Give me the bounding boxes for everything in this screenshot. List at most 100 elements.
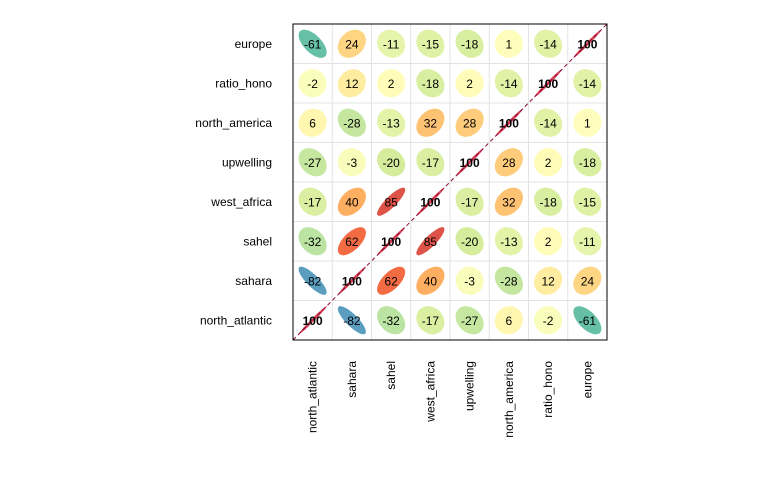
correlation-ellipse-upwelling-sahel (377, 148, 406, 177)
cell-value-sahel-sahara: 62 (345, 235, 359, 249)
correlation-ellipse-north_america-sahara (337, 108, 366, 137)
correlation-ellipse-west_africa-north_atlantic (298, 187, 327, 216)
cell-value-north_atlantic-sahel: -32 (382, 314, 400, 328)
col-label-north_atlantic: north_atlantic (306, 361, 320, 433)
col-label-north_america: north_america (502, 361, 516, 438)
correlation-ellipse-upwelling-north_america (494, 148, 523, 177)
correlation-ellipse-upwelling-sahara (337, 148, 366, 177)
col-label-europe: europe (580, 361, 594, 399)
correlation-ellipse-north_america-sahel (377, 108, 406, 137)
col-label-sahara: sahara (345, 361, 359, 398)
col-label-ratio_hono: ratio_hono (541, 361, 555, 418)
cell-value-sahel-europe: -11 (579, 235, 596, 249)
ellipse-layer (298, 29, 602, 335)
correlation-ellipse-west_africa-europe (573, 187, 602, 216)
correlation-ellipse-europe-ratio_hono (534, 29, 563, 58)
cell-value-europe-sahel: -11 (383, 37, 400, 51)
cell-value-north_america-ratio_hono: -14 (539, 116, 557, 130)
correlation-ellipse-north_atlantic-sahel (377, 306, 406, 335)
correlation-ellipse-sahara-ratio_hono (534, 266, 563, 295)
cell-value-sahel-west_africa: 85 (424, 235, 438, 249)
cell-value-west_africa-upwelling: -17 (461, 195, 479, 209)
correlation-ellipse-ratio_hono-upwelling (455, 69, 484, 98)
correlation-ellipse-sahara-north_atlantic (298, 266, 327, 295)
correlation-ellipse-sahel-west_africa (416, 227, 445, 256)
cell-value-upwelling-sahara: -3 (347, 156, 358, 170)
correlation-ellipse-ratio_hono-west_africa (416, 69, 445, 98)
correlation-ellipse-west_africa-upwelling (455, 187, 484, 216)
correlation-ellipse-europe-upwelling (455, 29, 484, 58)
correlation-ellipse-north_atlantic-upwelling (455, 306, 484, 335)
cell-value-europe-north_atlantic: -61 (304, 37, 322, 51)
cell-value-north_america-europe: 1 (584, 116, 591, 130)
cell-value-europe-europe: 100 (577, 37, 597, 51)
cell-value-sahel-north_atlantic: -32 (304, 235, 322, 249)
row-label-north_atlantic: north_atlantic (200, 313, 272, 327)
correlation-ellipse-north_atlantic-north_america (494, 306, 523, 335)
cell-value-ratio_hono-europe: -14 (579, 77, 597, 91)
row-label-europe: europe (235, 37, 273, 51)
cell-value-sahara-europe: 24 (581, 274, 595, 288)
row-label-ratio_hono: ratio_hono (215, 76, 272, 90)
cell-value-upwelling-west_africa: -17 (422, 156, 440, 170)
cell-value-north_atlantic-west_africa: -17 (422, 314, 440, 328)
correlation-ellipse-upwelling-north_atlantic (298, 148, 327, 177)
correlation-ellipse-europe-west_africa (416, 29, 445, 58)
cell-value-north_atlantic-ratio_hono: -2 (543, 314, 554, 328)
plot-border (292, 23, 608, 341)
correlation-ellipse-sahara-europe (573, 266, 602, 295)
correlation-ellipse-upwelling-ratio_hono (534, 148, 563, 177)
row-label-sahel: sahel (243, 234, 272, 248)
cell-value-ratio_hono-sahara: 12 (345, 77, 359, 91)
correlation-ellipse-sahel-ratio_hono (534, 227, 563, 256)
correlation-ellipse-europe-north_america (494, 29, 523, 58)
correlation-ellipse-upwelling-europe (573, 148, 602, 177)
col-label-upwelling: upwelling (463, 361, 477, 411)
cell-value-sahara-ratio_hono: 12 (541, 274, 555, 288)
row-label-west_africa: west_africa (210, 195, 272, 209)
cell-value-ratio_hono-north_america: -14 (500, 77, 518, 91)
row-label-north_america: north_america (195, 116, 272, 130)
cell-value-west_africa-sahara: 40 (345, 195, 359, 209)
correlation-ellipse-upwelling-west_africa (416, 148, 445, 177)
cell-value-upwelling-europe: -18 (579, 156, 597, 170)
cell-value-north_america-north_america: 100 (499, 116, 519, 130)
value-layer: -61 24 -11 -15 -18 1 -14 100 -2 12 2 -18 2 -14 100 -14 6… (303, 37, 598, 328)
cell-value-north_atlantic-upwelling: -27 (461, 314, 479, 328)
correlation-ellipse-sahel-europe (573, 227, 602, 256)
correlation-ellipse-sahel-sahara (337, 227, 366, 256)
correlation-ellipse-north_atlantic-europe (573, 306, 602, 335)
cell-value-west_africa-ratio_hono: -18 (539, 195, 557, 209)
cell-value-europe-west_africa: -15 (422, 37, 440, 51)
cell-value-ratio_hono-upwelling: 2 (466, 77, 473, 91)
cell-value-sahel-upwelling: -20 (461, 235, 479, 249)
cell-value-upwelling-sahel: -20 (382, 156, 400, 170)
correlation-ellipse-west_africa-north_america (494, 187, 523, 216)
row-label-upwelling: upwelling (222, 155, 272, 169)
cell-value-west_africa-west_africa: 100 (420, 195, 440, 209)
correlation-ellipse-west_africa-sahel (377, 187, 406, 216)
cell-value-sahara-upwelling: -3 (464, 274, 475, 288)
row-label-layer: europe ratio_hono north_america upwelling we… (195, 37, 272, 328)
correlation-ellipse-sahel-north_atlantic (298, 227, 327, 256)
correlation-ellipse-sahara-sahel (377, 266, 406, 295)
cell-value-west_africa-europe: -15 (579, 195, 597, 209)
correlation-ellipse-west_africa-sahara (337, 187, 366, 216)
cell-value-sahara-north_atlantic: -82 (304, 274, 322, 288)
cell-value-ratio_hono-north_atlantic: -2 (307, 77, 318, 91)
correlation-ellipse-north_america-west_africa (416, 108, 445, 137)
cell-value-europe-ratio_hono: -14 (539, 37, 557, 51)
cell-value-upwelling-north_america: 28 (502, 156, 516, 170)
cell-value-north_america-west_africa: 32 (424, 116, 438, 130)
cell-value-sahara-sahara: 100 (342, 274, 362, 288)
cell-value-upwelling-upwelling: 100 (460, 156, 480, 170)
cell-value-europe-upwelling: -18 (461, 37, 479, 51)
col-label-sahel: sahel (384, 361, 398, 390)
cell-value-north_america-upwelling: 28 (463, 116, 477, 130)
cell-value-west_africa-sahel: 85 (384, 195, 398, 209)
cell-value-sahel-north_america: -13 (500, 235, 518, 249)
diagonal-line (292, 23, 608, 341)
cell-value-upwelling-ratio_hono: 2 (545, 156, 552, 170)
correlation-ellipse-ratio_hono-sahara (337, 69, 366, 98)
